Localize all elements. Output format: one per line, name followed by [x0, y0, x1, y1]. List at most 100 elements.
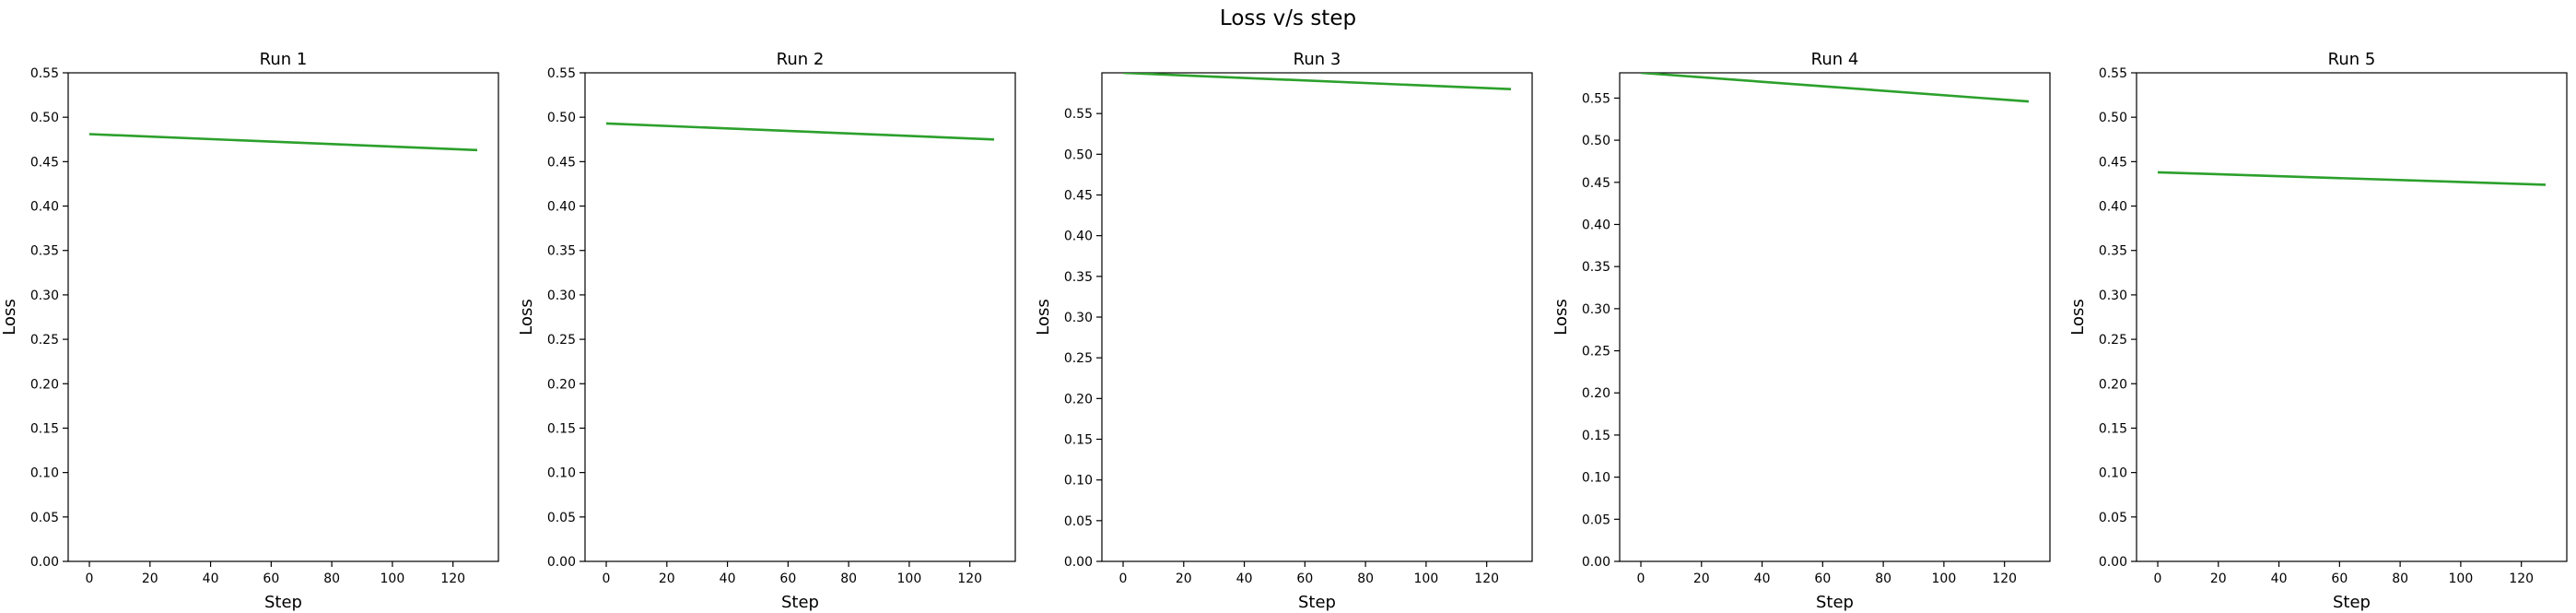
y-tick-label: 0.25 [1582, 345, 1610, 360]
x-axis-label: Step [781, 593, 819, 612]
y-tick-label: 0.05 [547, 511, 576, 525]
x-axis-label: Step [264, 593, 302, 612]
y-axis-label: Loss [517, 299, 536, 335]
subplot-title: Run 5 [2328, 50, 2376, 69]
y-tick-label: 0.00 [547, 555, 576, 570]
x-tick-label: 60 [1814, 572, 1831, 586]
y-tick-label: 0.15 [1064, 433, 1093, 448]
x-tick-label: 120 [1992, 572, 2017, 586]
x-tick-label: 80 [1875, 572, 1891, 586]
y-tick-label: 0.50 [1064, 147, 1093, 162]
x-tick-label: 100 [897, 572, 922, 586]
axes-frame [584, 72, 1016, 562]
x-tick-label: 0 [2154, 572, 2162, 586]
y-tick-label: 0.10 [2099, 466, 2127, 481]
loss-series-line [2157, 171, 2547, 186]
x-tick-label: 60 [2331, 572, 2348, 586]
y-tick-label: 0.05 [1582, 513, 1610, 527]
x-axis-label: Step [2333, 593, 2371, 612]
y-tick-label: 0.30 [1582, 302, 1610, 317]
y-tick-label: 0.10 [1582, 471, 1610, 486]
y-tick-label: 0.30 [30, 289, 59, 303]
y-tick-label: 0.45 [2099, 155, 2127, 170]
x-tick-label: 100 [381, 572, 405, 586]
y-tick-label: 0.30 [1064, 311, 1093, 325]
x-tick-label: 20 [659, 572, 675, 586]
x-tick-label: 0 [86, 572, 94, 586]
y-tick-label: 0.25 [1064, 351, 1093, 366]
y-tick-label: 0.00 [2099, 555, 2127, 570]
y-tick-label: 0.20 [547, 377, 576, 392]
y-tick-label: 0.45 [1064, 189, 1093, 204]
y-axis-label: Loss [2068, 299, 2088, 335]
axes-frame [67, 72, 499, 562]
y-tick-label: 0.45 [30, 155, 59, 170]
subplot-run-4: Run 4 0.00 0.05 0.10 0.15 0.20 0.25 0.30 0.35 0.4… [1551, 50, 2051, 612]
y-tick-label: 0.40 [1064, 230, 1093, 244]
y-tick-label: 0.40 [547, 200, 576, 215]
subplot-title: Run 1 [260, 50, 308, 69]
y-tick-label: 0.05 [30, 511, 59, 525]
y-tick-label: 0.25 [547, 333, 576, 348]
x-tick-label: 0 [1637, 572, 1645, 586]
subplot-grid: Run 1 0.00 0.05 0.10 0.15 0.20 0.25 0.30 0.35 0.4… [0, 50, 2568, 612]
y-tick-label: 0.00 [1064, 555, 1093, 570]
subplot-run-1: Run 1 0.00 0.05 0.10 0.15 0.20 0.25 0.30 0.35 0.4… [0, 50, 499, 612]
y-tick-label: 0.50 [1582, 134, 1610, 148]
x-tick-label: 120 [440, 572, 465, 586]
loss-series-line [605, 122, 995, 141]
y-tick-label: 0.15 [547, 421, 576, 436]
y-axis-label: Loss [0, 299, 19, 335]
x-tick-label: 60 [263, 572, 279, 586]
y-tick-label: 0.50 [2099, 111, 2127, 125]
y-tick-label: 0.35 [30, 244, 59, 259]
y-tick-label: 0.30 [2099, 289, 2127, 303]
subplot-run-3: Run 3 0.00 0.05 0.10 0.15 0.20 0.25 0.30 0.35 0.4… [1034, 50, 1533, 612]
x-tick-label: 60 [1296, 572, 1313, 586]
y-tick-label: 0.20 [2099, 377, 2127, 392]
subplot-title: Run 3 [1294, 50, 1341, 69]
subplot-title: Run 4 [1811, 50, 1859, 69]
y-tick-label: 0.35 [1064, 270, 1093, 285]
y-tick-label: 0.20 [30, 377, 59, 392]
loss-series-line [88, 133, 478, 152]
x-tick-label: 80 [1357, 572, 1374, 586]
y-tick-label: 0.15 [1582, 429, 1610, 443]
y-tick-label: 0.15 [30, 421, 59, 436]
x-tick-label: 0 [603, 572, 611, 586]
subplot-title: Run 2 [777, 50, 825, 69]
x-tick-label: 40 [1236, 572, 1253, 586]
y-tick-label: 0.55 [30, 66, 59, 81]
y-tick-label: 0.10 [1064, 474, 1093, 489]
y-tick-label: 0.15 [2099, 421, 2127, 436]
y-tick-label: 0.35 [1582, 260, 1610, 275]
x-tick-label: 80 [323, 572, 340, 586]
x-tick-label: 100 [2449, 572, 2474, 586]
y-tick-label: 0.25 [2099, 333, 2127, 348]
x-tick-label: 40 [720, 572, 736, 586]
x-tick-label: 100 [1414, 572, 1439, 586]
y-tick-label: 0.25 [30, 333, 59, 348]
x-tick-label: 20 [2210, 572, 2227, 586]
y-axis-label: Loss [1551, 299, 1571, 335]
x-tick-label: 40 [2271, 572, 2288, 586]
y-tick-label: 0.10 [30, 466, 59, 481]
axes-frame [2136, 72, 2568, 562]
subplot-run-5: Run 5 0.00 0.05 0.10 0.15 0.20 0.25 0.30 0.35 0.4… [2068, 50, 2568, 612]
y-tick-label: 0.45 [547, 155, 576, 170]
x-tick-label: 120 [957, 572, 982, 586]
x-axis-label: Step [1816, 593, 1854, 612]
y-tick-label: 0.05 [2099, 511, 2127, 525]
x-tick-label: 40 [1754, 572, 1771, 586]
loss-series-line [1640, 73, 2030, 103]
x-tick-label: 100 [1932, 572, 1957, 586]
y-tick-label: 0.50 [30, 111, 59, 125]
y-tick-label: 0.40 [1582, 218, 1610, 232]
y-tick-label: 0.55 [1582, 91, 1610, 106]
y-tick-label: 0.55 [547, 66, 576, 81]
y-tick-label: 0.55 [2099, 66, 2127, 81]
loss-series-line [1122, 73, 1512, 90]
x-tick-label: 0 [1119, 572, 1128, 586]
